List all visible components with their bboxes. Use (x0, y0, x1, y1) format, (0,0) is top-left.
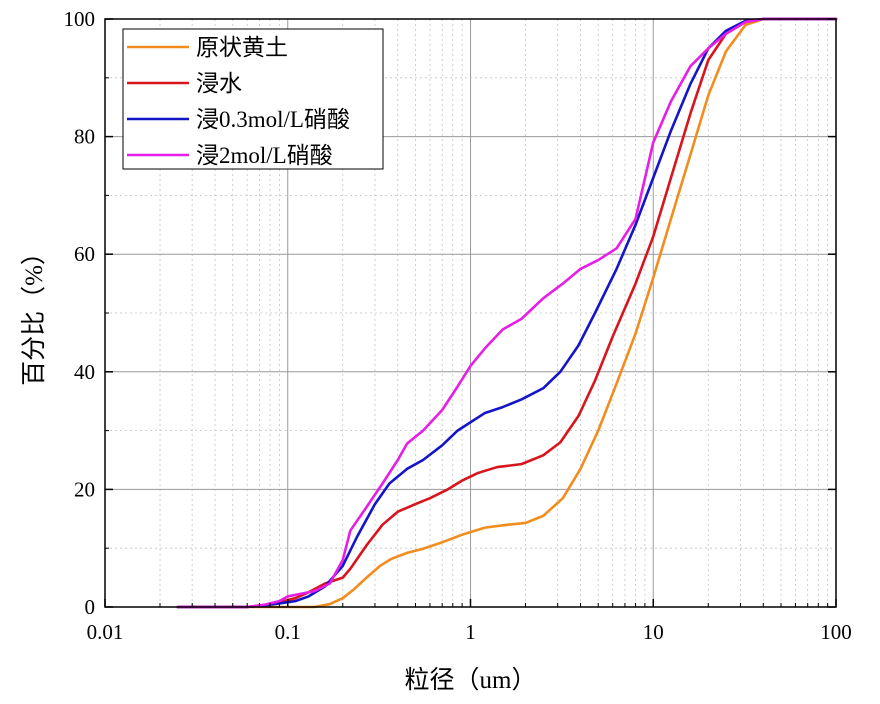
axis-ticks: 0.01 0.1 1 10 100 0 20 40 60 80 100 (64, 7, 852, 644)
x-axis-label: 粒径（um） (405, 666, 537, 694)
legend-label-3: 浸0.3mol/L硝酸 (196, 107, 350, 132)
x-tick-label: 0.1 (275, 620, 301, 644)
y-tick-label: 100 (64, 7, 96, 31)
y-tick-label: 60 (74, 242, 95, 266)
series-line-3 (176, 17, 838, 609)
legend-label-2: 浸水 (196, 71, 242, 96)
y-tick-label: 40 (74, 360, 95, 384)
legend-label-1: 原状黄土 (196, 35, 288, 60)
legend-label-4: 浸2mol/L硝酸 (196, 143, 333, 168)
series-line-4 (176, 17, 838, 609)
series-lines (176, 17, 838, 609)
x-tick-label: 10 (643, 620, 664, 644)
grid (105, 19, 836, 607)
y-tick-label: 20 (74, 477, 95, 501)
series-line-1 (176, 17, 838, 609)
y-tick-label: 0 (85, 595, 96, 619)
x-tick-label: 0.01 (87, 620, 124, 644)
x-tick-label: 100 (820, 620, 852, 644)
series-line-2 (176, 17, 838, 609)
y-axis-label: 百分比（%） (20, 240, 48, 386)
x-tick-label: 1 (465, 620, 476, 644)
legend-box (122, 28, 384, 170)
y-tick-label: 80 (74, 125, 95, 149)
